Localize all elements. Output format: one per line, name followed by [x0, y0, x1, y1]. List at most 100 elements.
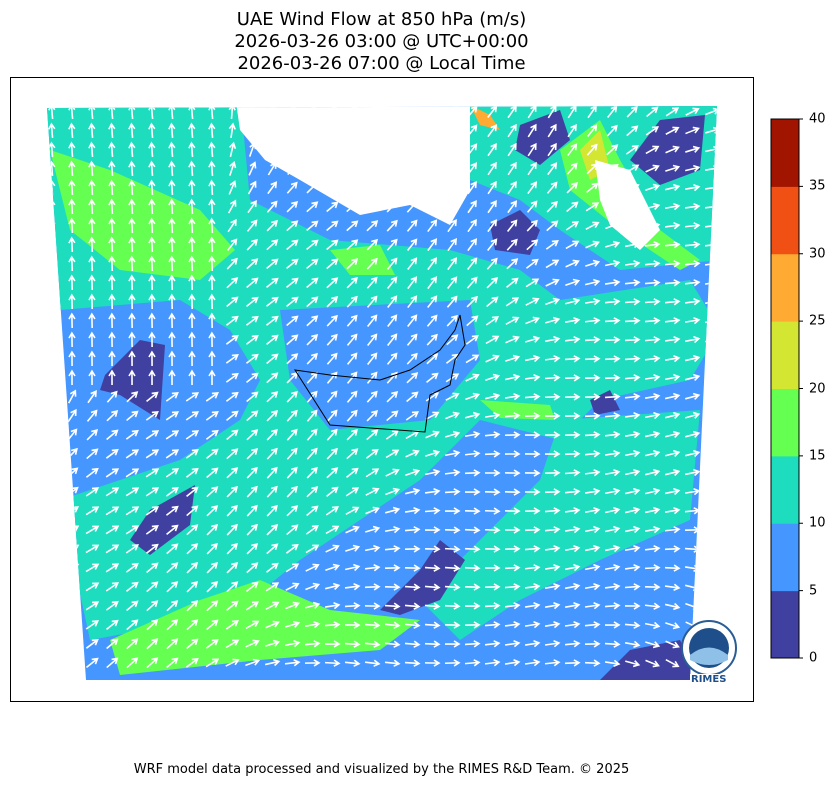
wind-arrow	[88, 198, 96, 215]
footer-credit: WRF model data processed and visualized …	[133, 762, 630, 777]
wind-arrow	[128, 274, 136, 291]
wind-arrow	[645, 487, 661, 496]
wind-arrow	[324, 601, 341, 610]
wind-arrow	[444, 640, 461, 648]
wind-arrow	[268, 122, 277, 138]
wind-arrow	[385, 449, 400, 459]
wind-arrow	[146, 391, 159, 403]
wind-arrow	[447, 200, 458, 214]
wind-arrow	[607, 106, 618, 118]
wind-arrow	[404, 640, 421, 648]
wind-arrow	[286, 181, 298, 194]
wind-arrow	[145, 468, 160, 478]
wind-arrow	[446, 314, 458, 327]
wind-arrow	[406, 125, 419, 137]
wind-arrow	[544, 659, 561, 667]
wind-arrow	[524, 620, 541, 629]
wind-arrow	[245, 334, 259, 345]
wind-arrow	[664, 583, 681, 591]
wind-arrow	[326, 409, 338, 422]
wind-arrow	[424, 602, 441, 610]
wind-arrow	[364, 602, 381, 610]
wind-arrow	[225, 334, 239, 345]
wind-arrow	[506, 258, 519, 270]
wind-arrow	[504, 621, 521, 629]
wind-arrow	[544, 335, 561, 344]
wind-arrow	[624, 583, 641, 591]
wind-arrow	[366, 409, 379, 422]
wind-arrow	[168, 198, 176, 215]
wind-arrow	[665, 183, 681, 192]
wind-arrow	[386, 391, 399, 403]
wind-arrow	[185, 392, 200, 402]
wind-arrow	[208, 312, 216, 329]
wind-arrow	[306, 182, 319, 194]
wind-arrow	[625, 660, 641, 668]
wind-arrow	[246, 238, 258, 251]
wind-arrow	[286, 466, 298, 479]
wind-arrow	[564, 563, 581, 572]
wind-arrow	[108, 179, 116, 196]
wind-arrow	[266, 391, 279, 403]
wind-arrow	[105, 487, 120, 497]
wind-arrow	[444, 621, 461, 629]
wind-arrow	[365, 448, 379, 459]
wind-arrow	[564, 412, 581, 420]
wind-arrow	[685, 107, 700, 116]
title-line-2: 2026-03-26 03:00 @ UTC+00:00	[234, 31, 529, 52]
wind-arrow	[128, 350, 136, 367]
colorbar-tick-label: 25	[809, 313, 826, 329]
wind-arrow	[524, 526, 541, 534]
wind-arrow	[206, 619, 219, 631]
wind-arrow	[126, 391, 139, 403]
wind-arrow	[306, 315, 319, 327]
wind-arrow	[544, 374, 561, 382]
wind-arrow	[564, 507, 581, 515]
wind-arrow	[106, 657, 119, 669]
colorbar-bin	[771, 388, 799, 457]
wind-arrow	[186, 619, 199, 631]
wind-arrow	[565, 278, 581, 287]
wind-arrow	[208, 160, 216, 177]
wind-arrow	[126, 600, 139, 612]
wind-arrow	[684, 203, 701, 211]
wind-arrow	[586, 143, 598, 156]
wind-arrow	[386, 144, 399, 156]
wind-arrow	[208, 122, 216, 139]
wind-arrow	[246, 504, 258, 517]
wind-arrow	[148, 350, 156, 367]
wind-arrow	[404, 659, 421, 667]
wind-arrow	[266, 466, 278, 479]
wind-arrow	[285, 563, 300, 573]
wind-arrow	[288, 123, 297, 138]
wind-arrow	[386, 257, 398, 270]
wind-arrow	[185, 657, 199, 668]
wind-arrow	[344, 563, 361, 572]
wind-arrow	[684, 260, 701, 268]
wind-arrow	[444, 507, 461, 515]
wind-arrow	[306, 296, 319, 308]
wind-arrow	[108, 198, 116, 215]
wind-arrow	[267, 181, 278, 195]
wind-arrow	[487, 219, 498, 233]
wind-arrow	[645, 164, 660, 173]
speed-band-25-30	[470, 106, 500, 130]
wind-arrow	[485, 335, 500, 345]
speed-band-0-5	[600, 640, 700, 680]
wind-arrow	[365, 525, 381, 533]
wind-arrow	[484, 621, 501, 629]
wind-arrow	[188, 141, 196, 158]
wind-arrow	[366, 201, 379, 213]
wind-arrow	[245, 620, 260, 630]
wind-arrow	[464, 430, 481, 439]
wind-arrow	[467, 143, 478, 157]
wind-arrow	[246, 447, 259, 460]
wind-arrow	[624, 544, 641, 553]
wind-arrow	[346, 144, 359, 156]
wind-arrow	[644, 374, 661, 382]
wind-arrow	[188, 217, 196, 234]
wind-arrow	[705, 354, 717, 362]
wind-arrow	[424, 640, 441, 648]
wind-arrow	[188, 179, 196, 196]
wind-arrow	[645, 659, 660, 668]
